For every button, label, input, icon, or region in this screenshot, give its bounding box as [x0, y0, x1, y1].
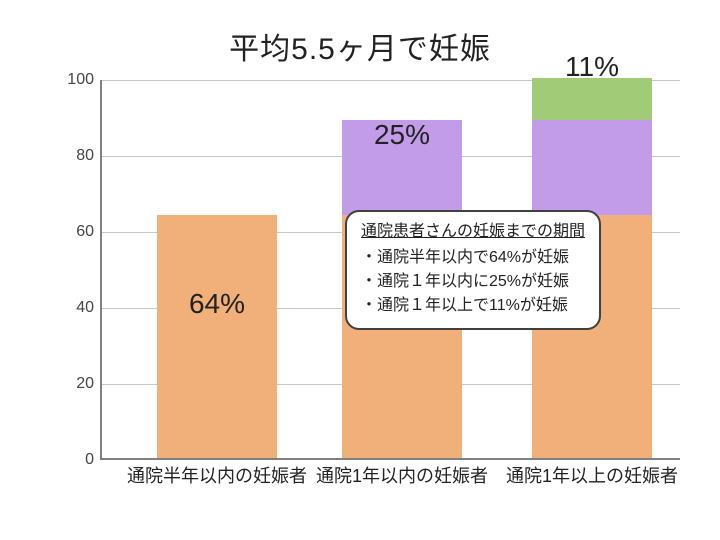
callout-line: ・通院１年以内に25%が妊娠: [361, 270, 585, 294]
y-tick-label: 0: [60, 451, 94, 469]
x-category-label: 通院1年以上の妊娠者: [497, 462, 687, 488]
bar-value-label: 25%: [342, 119, 462, 151]
y-tick-label: 60: [60, 223, 94, 241]
x-category-label: 通院1年以内の妊娠者: [307, 462, 497, 488]
bar-value-label: 64%: [157, 288, 277, 320]
bar-segment: [157, 215, 277, 458]
y-tick-label: 80: [60, 147, 94, 165]
callout-heading: 通院患者さんの妊娠までの期間: [361, 220, 585, 244]
callout-line: ・通院１年以上で11%が妊娠: [361, 294, 585, 318]
y-tick-label: 100: [60, 71, 94, 89]
y-tick-label: 40: [60, 299, 94, 317]
y-tick-label: 20: [60, 375, 94, 393]
bar-column: 64%: [157, 215, 277, 458]
bar-segment: [532, 120, 652, 215]
callout-line: ・通院半年以内で64%が妊娠: [361, 246, 585, 270]
bar-segment: [532, 78, 652, 120]
bar-value-label: 11%: [532, 51, 652, 83]
info-callout: 通院患者さんの妊娠までの期間 ・通院半年以内で64%が妊娠 ・通院１年以内に25…: [345, 210, 601, 330]
x-category-label: 通院半年以内の妊娠者: [122, 462, 312, 488]
